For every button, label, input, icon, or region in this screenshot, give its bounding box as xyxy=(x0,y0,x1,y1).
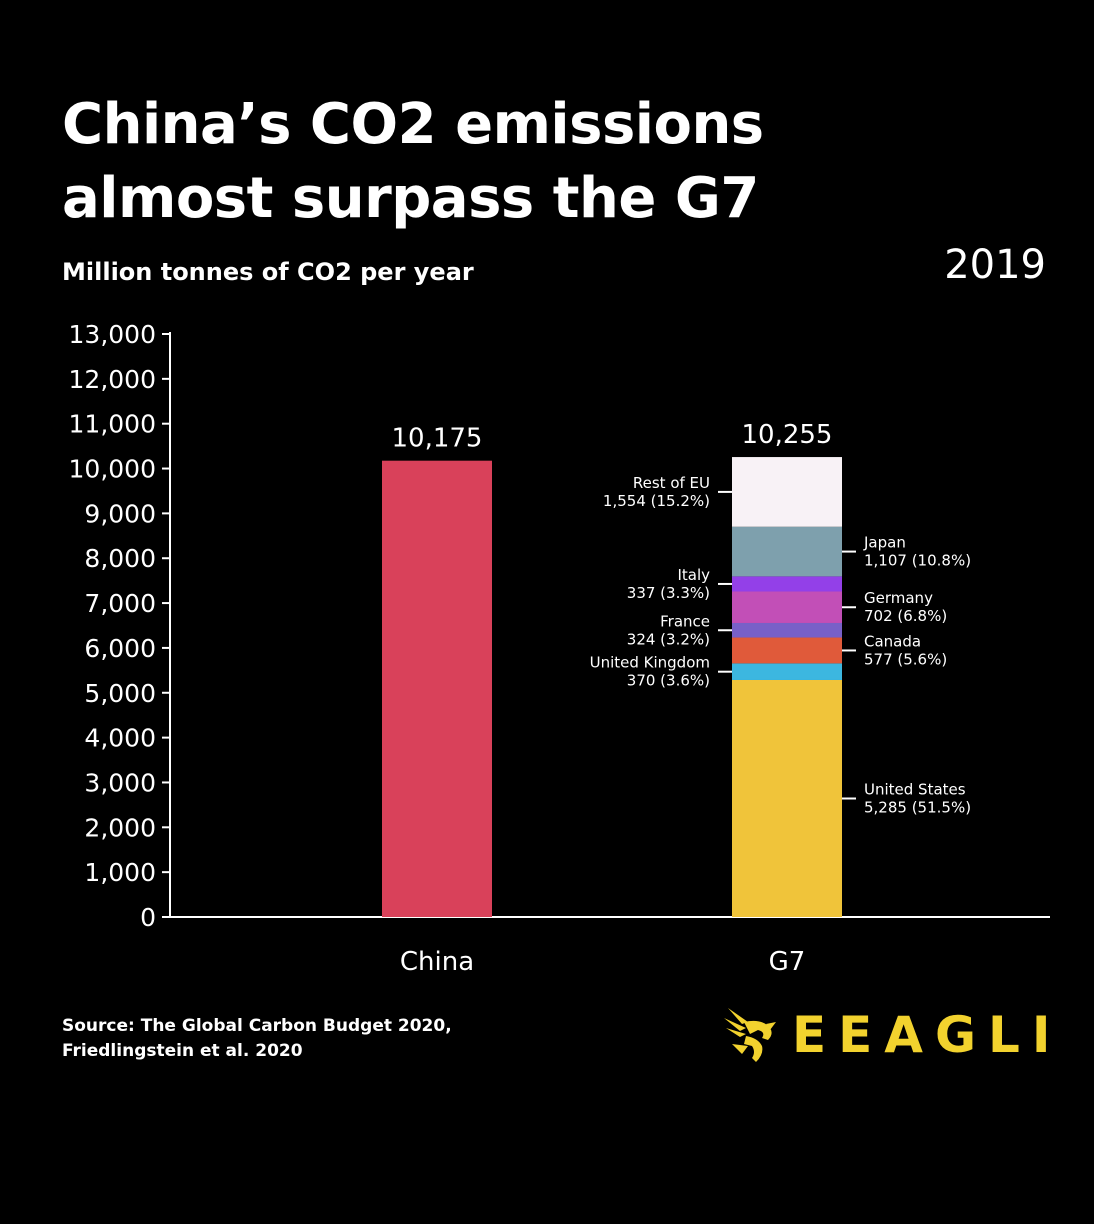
bar-segment xyxy=(382,460,492,917)
segment-label-value: 1,554 (15.2%) xyxy=(603,492,710,510)
eagle-icon xyxy=(724,1008,776,1062)
y-tick-label: 0 xyxy=(140,903,156,932)
bar-segment xyxy=(732,591,842,623)
x-tick-label: G7 xyxy=(769,947,806,977)
y-tick-label: 10,000 xyxy=(69,455,156,484)
source-note: Source: The Global Carbon Budget 2020, F… xyxy=(62,1016,452,1061)
y-tick-label: 3,000 xyxy=(84,768,156,797)
y-tick-label: 12,000 xyxy=(69,365,156,394)
y-tick-label: 11,000 xyxy=(69,410,156,439)
bar-segment xyxy=(732,526,842,577)
y-tick-label: 1,000 xyxy=(84,858,156,887)
bar-segment xyxy=(732,622,842,638)
segment-label-name: France xyxy=(660,612,710,630)
segment-label-name: Canada xyxy=(864,632,921,650)
chart-subtitle: Million tonnes of CO2 per year xyxy=(62,258,474,286)
segment-label-name: Rest of EU xyxy=(633,474,710,492)
segment-label-name: United States xyxy=(864,780,966,798)
segment-label-name: Germany xyxy=(864,589,933,607)
stacked-bar-chart: 0 1,000 2,000 3,000 4,000 5,000 6,000 7,000 8,00… xyxy=(69,320,1050,977)
segment-label-value: 5,285 (51.5%) xyxy=(864,798,971,816)
segment-label-name: Italy xyxy=(677,566,710,584)
y-tick-label: 6,000 xyxy=(84,634,156,663)
segment-label-name: United Kingdom xyxy=(590,654,710,672)
bar-segment xyxy=(732,457,842,527)
x-tick-label: China xyxy=(400,947,474,977)
bar-segment xyxy=(732,663,842,680)
chart-title: China’s CO2 emissions almost surpass the… xyxy=(62,92,764,231)
segment-label-value: 1,107 (10.8%) xyxy=(864,552,971,570)
brand-logo: EEAGLI xyxy=(722,1004,1063,1066)
segment-label-value: 702 (6.8%) xyxy=(864,607,947,625)
y-tick-label: 8,000 xyxy=(84,544,156,573)
bar-total-label: 10,255 xyxy=(742,420,833,450)
bar-segment xyxy=(732,637,842,664)
y-tick-label: 2,000 xyxy=(84,813,156,842)
segment-label-value: 577 (5.6%) xyxy=(864,650,947,668)
y-tick-label: 4,000 xyxy=(84,724,156,753)
segment-label-value: 370 (3.6%) xyxy=(627,672,710,690)
y-tick-label: 13,000 xyxy=(69,320,156,349)
y-tick-label: 9,000 xyxy=(84,499,156,528)
year-label: 2019 xyxy=(944,242,1046,288)
segment-label-value: 337 (3.3%) xyxy=(627,584,710,602)
bar-total-label: 10,175 xyxy=(392,424,483,454)
y-tick-label: 7,000 xyxy=(84,589,156,618)
bar-segment xyxy=(732,576,842,592)
logo-text: EEAGLI xyxy=(792,1006,1063,1064)
segment-label-value: 324 (3.2%) xyxy=(627,630,710,648)
segment-label-name: Japan xyxy=(863,534,906,552)
y-tick-label: 5,000 xyxy=(84,679,156,708)
bar-segment xyxy=(732,679,842,917)
